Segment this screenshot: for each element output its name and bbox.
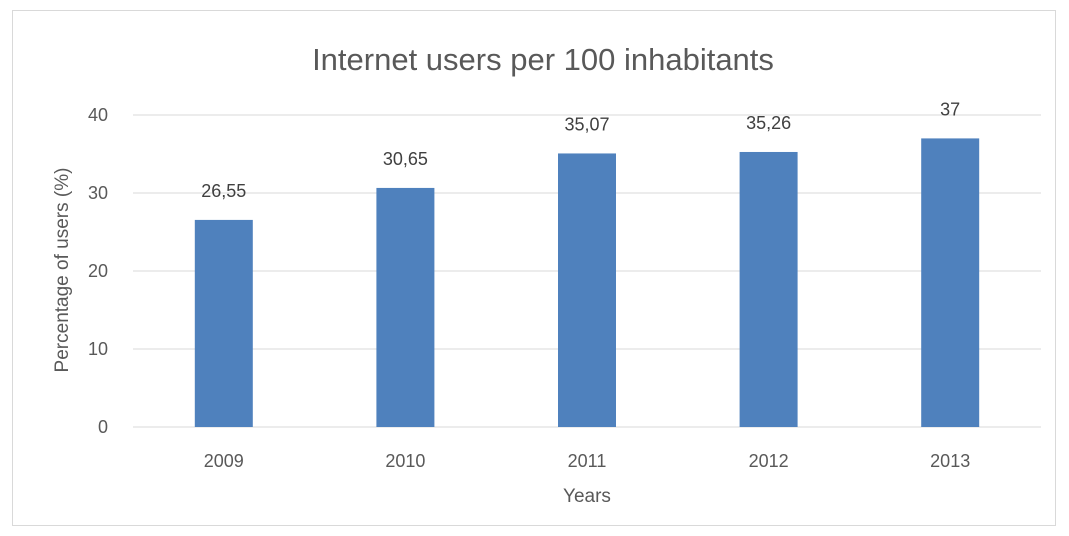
bar xyxy=(194,219,253,427)
y-tick-label: 0 xyxy=(98,417,108,437)
y-tick-label: 40 xyxy=(88,105,108,125)
x-tick-label: 2011 xyxy=(568,451,607,471)
y-tick-label: 30 xyxy=(88,183,108,203)
bar-value-label: 35,07 xyxy=(564,114,609,134)
bar-value-label: 30,65 xyxy=(383,149,428,169)
y-tick-label: 20 xyxy=(88,261,108,281)
x-axis-title: Years xyxy=(563,486,611,507)
y-axis-title: Percentage of users (%) xyxy=(52,168,73,373)
bars xyxy=(194,138,980,428)
y-axis-ticks: 0 10 20 30 40 xyxy=(88,105,108,437)
bar-value-label: 35,26 xyxy=(746,113,791,133)
bar xyxy=(739,151,798,428)
chart-title: Internet users per 100 inhabitants xyxy=(312,42,774,77)
bar-value-label: 26,55 xyxy=(201,181,246,201)
chart-frame xyxy=(12,10,1056,526)
bar-value-label: 37 xyxy=(940,99,960,119)
x-tick-label: 2013 xyxy=(930,451,970,471)
x-tick-label: 2012 xyxy=(749,451,789,471)
bar xyxy=(376,187,435,427)
x-tick-label: 2010 xyxy=(385,451,425,471)
x-tick-label: 2009 xyxy=(204,451,244,471)
x-axis-ticks: 2009 2010 2011 2012 2013 xyxy=(204,451,970,471)
bar xyxy=(921,138,980,427)
y-tick-label: 10 xyxy=(88,339,108,359)
data-labels: 26,55 30,65 35,07 35,26 37 xyxy=(201,99,960,201)
bar xyxy=(558,153,616,428)
